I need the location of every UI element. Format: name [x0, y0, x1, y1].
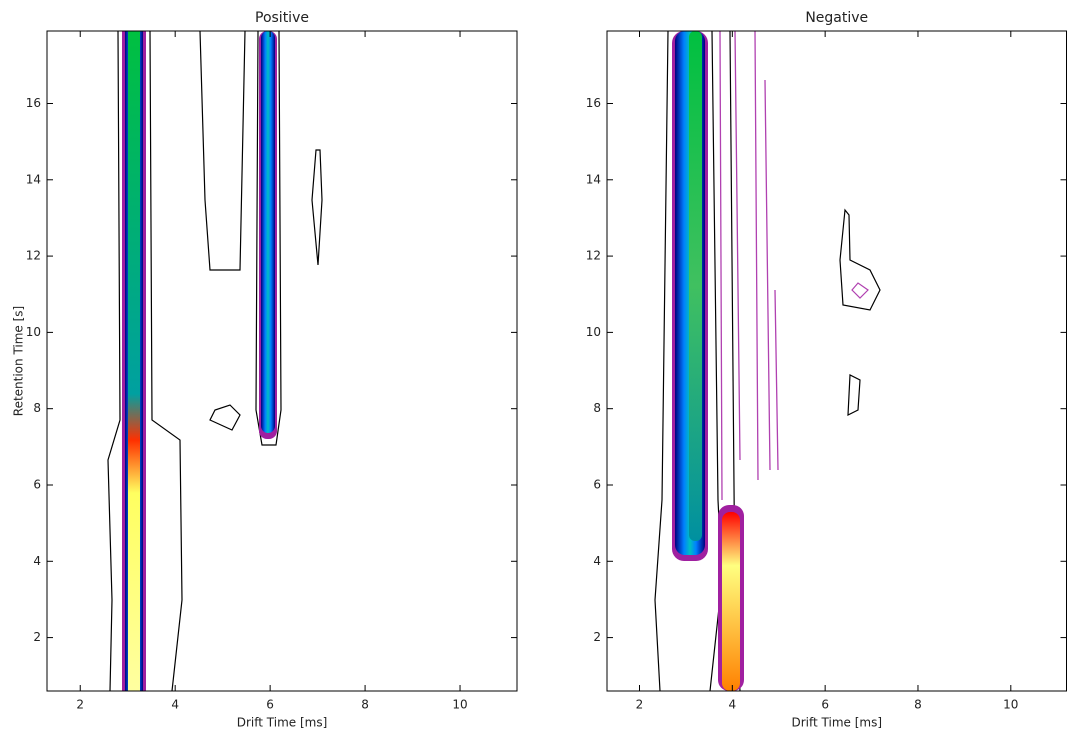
contour-line	[255, 31, 282, 446]
y-tick-label: 14	[26, 172, 41, 186]
y-tick-label: 8	[33, 401, 41, 415]
y-tick-label: 16	[586, 96, 601, 110]
y-tick-label: 2	[33, 630, 41, 644]
y-tick-label: 2	[593, 630, 601, 644]
x-axis-label: Drift Time [ms]	[791, 716, 882, 730]
contour-line	[719, 31, 779, 501]
y-tick-label: 6	[593, 477, 601, 491]
y-axis-label: Retention Time [s]	[12, 306, 26, 416]
y-tick-label: 14	[586, 172, 601, 186]
x-tick-label: 2	[636, 698, 644, 712]
chart-title: Negative	[805, 10, 868, 26]
contour-line	[311, 149, 323, 266]
y-tick-label: 12	[586, 249, 601, 263]
y-tick-label: 4	[33, 554, 41, 568]
x-tick-label: 4	[171, 698, 179, 712]
x-tick-label: 4	[728, 698, 736, 712]
x-tick-label: 6	[266, 698, 274, 712]
x-tick-label: 2	[76, 698, 84, 712]
contour-field	[654, 31, 881, 691]
y-tick-label: 6	[33, 477, 41, 491]
plot-frame	[46, 30, 518, 692]
contour-band	[128, 31, 140, 691]
x-tick-label: 6	[821, 698, 829, 712]
x-tick-label: 8	[914, 698, 922, 712]
contour-line	[199, 31, 246, 431]
contour-band	[261, 31, 275, 433]
contour-line	[851, 282, 869, 299]
x-tick-label: 10	[452, 698, 467, 712]
x-tick-label: 10	[1003, 698, 1018, 712]
y-tick-label: 10	[26, 325, 41, 339]
y-tick-label: 8	[593, 401, 601, 415]
y-tick-label: 16	[26, 96, 41, 110]
contour-band	[689, 31, 702, 541]
chart-title: Positive	[255, 10, 309, 26]
y-tick-label: 4	[593, 554, 601, 568]
contour-line	[839, 208, 881, 311]
contour-field	[107, 31, 323, 691]
panel: 2 4 6 8 10 2 4 6 8 10 12 14 16 Negative Drift Time [ms…	[586, 10, 1067, 730]
contour-line	[107, 31, 183, 691]
panel: 2 4 6 8 10 2 4 6 8 10 12 14 16 Positive Drift Time [ms…	[12, 10, 518, 730]
contour-band	[722, 512, 740, 691]
y-tick-label: 10	[586, 325, 601, 339]
x-tick-label: 8	[361, 698, 369, 712]
y-tick-label: 12	[26, 249, 41, 263]
x-axis-label: Drift Time [ms]	[237, 716, 328, 730]
contour-line	[847, 374, 861, 416]
